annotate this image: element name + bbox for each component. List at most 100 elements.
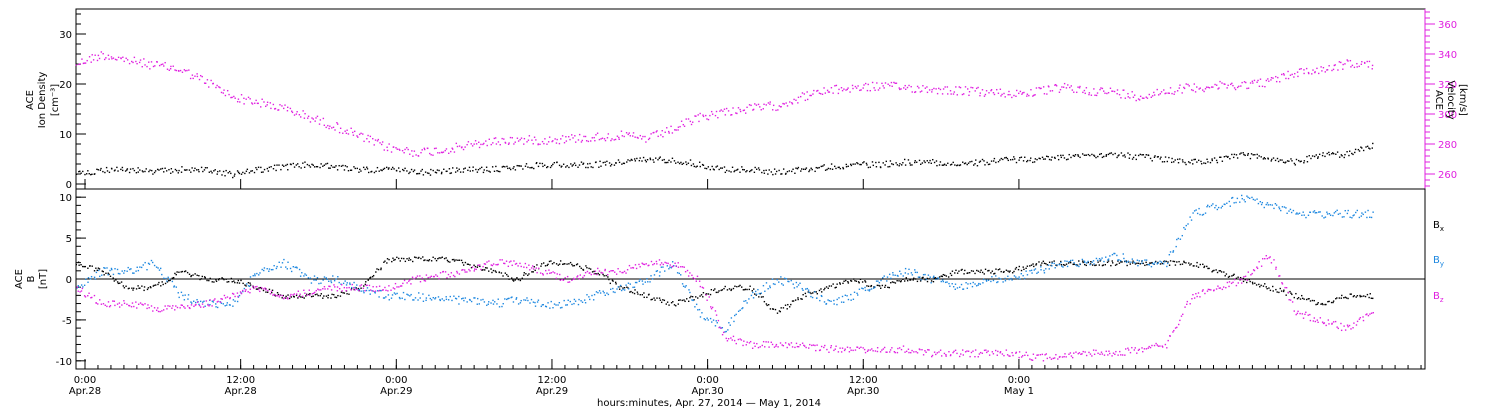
density-series-point — [358, 171, 360, 173]
bx-series-point — [941, 275, 944, 278]
density-series-point — [1093, 155, 1096, 157]
bx-series-point — [758, 296, 760, 298]
bz-series-point — [473, 270, 475, 272]
bx-series-point — [620, 285, 622, 288]
velocity-series-point — [523, 143, 525, 145]
bx-series-point — [109, 275, 112, 277]
density-series-point — [360, 170, 362, 172]
by-series-point — [1290, 211, 1293, 214]
bx-series-point — [1126, 264, 1128, 267]
bx-series-point — [861, 281, 864, 283]
velocity-series-point — [846, 88, 848, 91]
bz-series-point — [176, 306, 179, 309]
density-series-point — [1053, 156, 1056, 159]
density-series-point — [1013, 156, 1015, 158]
velocity-series-point — [403, 152, 405, 154]
bx-series-point — [342, 292, 344, 294]
by-series-point — [1193, 210, 1196, 212]
bx-series-point — [77, 261, 80, 263]
velocity-series-point — [968, 91, 971, 93]
velocity-series-point — [828, 91, 831, 93]
velocity-series-point — [939, 88, 942, 91]
by-series-point — [616, 288, 618, 290]
bx-series-point — [305, 295, 307, 297]
velocity-series-point — [1238, 85, 1240, 88]
by-series-point — [742, 307, 744, 309]
bx-series-point — [1199, 263, 1202, 266]
velocity-series-point — [464, 146, 466, 148]
density-series-point — [514, 169, 517, 171]
bx-series-point — [1193, 265, 1195, 267]
velocity-series-point — [1231, 82, 1233, 85]
by-series-point — [592, 299, 595, 301]
density-series-point — [354, 167, 356, 170]
density-series-point — [979, 160, 982, 162]
bz-series-point — [675, 265, 677, 267]
by-series-point — [776, 278, 778, 281]
by-series-point — [304, 273, 306, 275]
bx-series-point — [1023, 268, 1025, 271]
by-series-point — [285, 266, 287, 268]
velocity-series-point — [322, 117, 325, 120]
bz-series-point — [625, 272, 627, 274]
bz-series-point — [183, 306, 185, 308]
velocity-series-point — [160, 63, 162, 66]
by-series-point — [937, 277, 940, 280]
by-series-point — [356, 284, 358, 286]
density-series-point — [342, 164, 344, 167]
by-series-point — [374, 292, 376, 294]
density-series-point — [795, 167, 797, 169]
by-series-point — [589, 298, 591, 301]
bz-series-point — [388, 285, 390, 287]
density-series-point — [145, 168, 147, 170]
top-left-ylabel-line2: Ion Density — [37, 72, 48, 129]
bx-series-point — [409, 259, 412, 261]
bz-series-point — [1124, 354, 1126, 356]
bz-series-point — [146, 307, 148, 310]
legend-by-sub: y — [1440, 260, 1444, 268]
by-series-point — [1198, 207, 1200, 210]
bz-series-point — [1287, 291, 1290, 294]
bz-series-point — [1018, 351, 1021, 353]
by-series-point — [836, 298, 838, 301]
velocity-series-point — [755, 104, 758, 106]
density-series-point — [780, 173, 782, 175]
by-series-point — [247, 285, 250, 287]
density-series-point — [699, 165, 701, 168]
density-series-point — [216, 173, 218, 175]
bz-series-point — [811, 344, 813, 347]
velocity-series-point — [150, 61, 153, 63]
bx-series-point — [1042, 260, 1045, 262]
by-series-point — [880, 279, 882, 282]
by-series-point — [1192, 212, 1194, 214]
top-left-tick-label: 30 — [59, 30, 72, 41]
by-series-point — [1162, 263, 1165, 265]
velocity-series-point — [899, 88, 901, 91]
bz-series-point — [784, 342, 787, 344]
bx-series-point — [751, 290, 753, 292]
bx-series-point — [720, 289, 722, 292]
density-series-point — [175, 169, 178, 172]
velocity-series-point — [984, 93, 987, 96]
by-series-point — [1229, 205, 1231, 207]
velocity-series-point — [1124, 97, 1127, 99]
bx-series-point — [396, 256, 398, 259]
by-series-point — [204, 305, 206, 307]
bz-series-point — [298, 296, 300, 298]
velocity-series-point — [763, 103, 765, 105]
by-series-point — [272, 268, 274, 271]
velocity-series-point — [1261, 85, 1264, 88]
density-series-point — [788, 170, 791, 172]
bz-series-point — [1101, 353, 1104, 355]
by-series-point — [544, 305, 547, 307]
bz-series-point — [687, 275, 690, 277]
velocity-series-point — [598, 138, 601, 141]
density-series-point — [772, 173, 774, 176]
bz-series-point — [205, 300, 208, 302]
bz-series-point — [1346, 324, 1349, 326]
bx-series-point — [323, 295, 325, 297]
velocity-series-point — [1013, 94, 1015, 97]
by-series-point — [418, 292, 420, 294]
bx-series-point — [1150, 262, 1152, 264]
density-series-point — [1142, 154, 1145, 156]
